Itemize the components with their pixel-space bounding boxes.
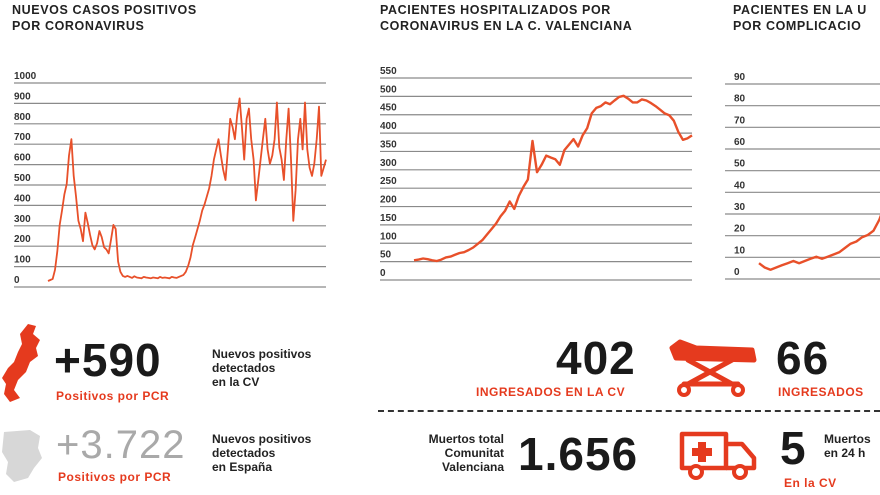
y-tick-label: 600	[14, 153, 31, 164]
right-chart-title: PACIENTES EN LA U POR COMPLICACIO	[733, 2, 867, 34]
icu-admitted-value: 66	[776, 332, 830, 384]
y-tick-label: 20	[734, 224, 746, 235]
y-tick-label: 300	[380, 158, 397, 169]
y-tick-label: 0	[380, 268, 386, 279]
y-tick-label: 30	[734, 202, 746, 213]
series-line	[413, 94, 693, 263]
y-tick-label: 0	[14, 275, 20, 286]
y-tick-label: 90	[734, 72, 746, 83]
admitted-value: 402	[556, 332, 636, 384]
admitted-sub: INGRESADOS EN LA CV	[476, 385, 626, 399]
deaths-24h-sub: En la CV	[784, 476, 837, 490]
y-tick-label: 300	[14, 214, 31, 225]
new-cases-chart: 0 100 200 300 400 500 600 700 800 900 1000	[14, 71, 327, 288]
deaths-value: 1.656	[518, 428, 639, 480]
y-tick-label: 900	[14, 91, 31, 102]
deaths-24h-desc: Muertos en 24 h	[824, 432, 871, 460]
icu-chart: 0 10 20 30 40 50 60 70 80 90	[725, 72, 880, 280]
y-tick-label: 70	[734, 115, 746, 126]
left-chart-title: NUEVOS CASOS POSITIVOS POR CORONAVIRUS	[12, 2, 197, 34]
y-tick-label: 400	[380, 121, 397, 132]
y-tick-label: 0	[734, 267, 740, 278]
y-tick-label: 150	[380, 213, 397, 224]
y-tick-label: 200	[14, 234, 31, 245]
icu-admitted-sub: INGRESADOS	[778, 385, 864, 399]
stretcher-icon	[669, 339, 757, 397]
y-tick-label: 50	[380, 250, 392, 261]
y-tick-label: 700	[14, 132, 31, 143]
spain-new-positives-desc: Nuevos positivos detectados en España	[212, 432, 312, 474]
spain-map-icon	[2, 430, 42, 482]
spain-new-positives-sub: Positivos por PCR	[58, 470, 172, 484]
series-line	[47, 97, 327, 282]
y-tick-label: 400	[14, 193, 31, 204]
y-tick-label: 350	[380, 139, 397, 150]
spain-new-positives-value: +3.722	[56, 423, 186, 467]
y-tick-label: 10	[734, 245, 746, 256]
valencia-map-icon	[2, 324, 40, 402]
cv-new-positives-desc: Nuevos positivos detectados en la CV	[212, 347, 312, 389]
deaths-24h-value: 5	[780, 422, 807, 474]
y-tick-label: 500	[14, 173, 31, 184]
deaths-desc: Muertos total Comunitat Valenciana	[428, 432, 504, 474]
y-tick-label: 1000	[14, 71, 37, 82]
middle-chart-title: PACIENTES HOSPITALIZADOS POR CORONAVIRUS…	[380, 2, 632, 34]
series-line	[758, 214, 880, 271]
hospitalized-chart: 0 50 100 150 200 250 300 350 400 450 500 550	[380, 66, 693, 281]
y-tick-label: 800	[14, 112, 31, 123]
ambulance-icon	[679, 431, 757, 480]
y-tick-label: 80	[734, 94, 746, 105]
left-chart-title-line1: NUEVOS CASOS POSITIVOS	[12, 3, 197, 17]
left-chart-title-line2: POR CORONAVIRUS	[12, 19, 145, 33]
y-tick-label: 200	[380, 195, 397, 206]
divider	[378, 410, 880, 412]
cv-new-positives-sub: Positivos por PCR	[56, 389, 170, 403]
y-tick-label: 60	[734, 137, 746, 148]
y-tick-label: 550	[380, 66, 397, 77]
y-tick-label: 50	[734, 159, 746, 170]
right-chart-title-line2: POR COMPLICACIO	[733, 19, 862, 33]
cv-new-positives-value: +590	[54, 334, 162, 386]
right-chart-title-line1: PACIENTES EN LA U	[733, 3, 867, 17]
y-tick-label: 100	[14, 255, 31, 266]
y-tick-label: 100	[380, 231, 397, 242]
middle-chart-title-line1: PACIENTES HOSPITALIZADOS POR	[380, 3, 611, 17]
y-tick-label: 450	[380, 103, 397, 114]
y-tick-label: 40	[734, 180, 746, 191]
y-tick-label: 500	[380, 84, 397, 95]
y-tick-label: 250	[380, 176, 397, 187]
middle-chart-title-line2: CORONAVIRUS EN LA C. VALENCIANA	[380, 19, 633, 33]
